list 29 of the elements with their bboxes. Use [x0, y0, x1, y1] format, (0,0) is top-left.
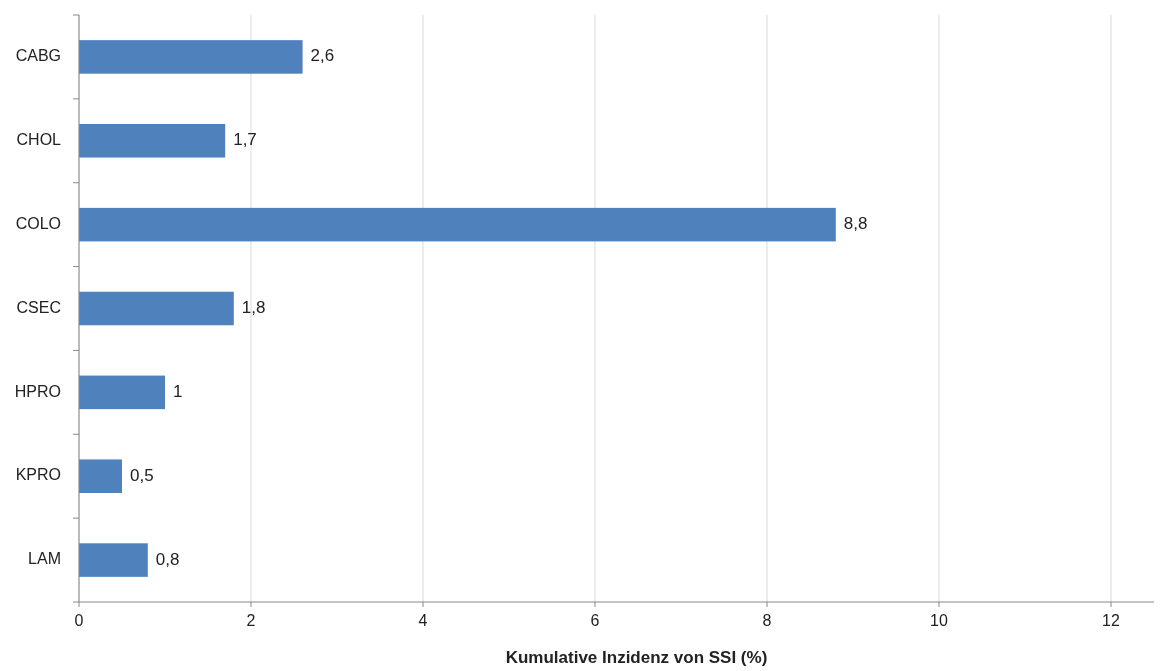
- data-label: 8,8: [843, 214, 868, 234]
- x-tick-label: 12: [1102, 612, 1120, 629]
- y-tick-label: CHOL: [16, 131, 62, 149]
- y-tick-label: COLO: [15, 214, 61, 232]
- bar: [79, 124, 226, 158]
- data-label: 1,7: [233, 130, 257, 150]
- bar: [79, 291, 234, 326]
- data-label: 0,8: [155, 549, 180, 569]
- y-tick-label: HPRO: [14, 382, 61, 400]
- data-label: 1,8: [241, 297, 266, 317]
- bar: [79, 543, 148, 577]
- x-axis-title: Kumulative Inzidenz von SSI (%): [505, 648, 768, 667]
- y-tick-label: KPRO: [15, 466, 61, 484]
- data-label: 2,6: [310, 46, 335, 66]
- x-tick-label: 6: [590, 612, 600, 629]
- y-tick-label: LAM: [28, 550, 61, 568]
- bar: [79, 375, 165, 410]
- y-tick-label: CSEC: [16, 298, 61, 316]
- data-label: 0,5: [130, 465, 154, 485]
- y-tick-label: CABG: [15, 47, 61, 65]
- x-tick-label: 10: [930, 612, 948, 629]
- bar: [79, 40, 303, 74]
- x-tick-label: 2: [246, 612, 256, 629]
- x-tick-label: 8: [762, 612, 772, 629]
- data-label: 1: [173, 381, 183, 401]
- x-tick-label: 0: [74, 612, 84, 629]
- bar: [79, 207, 836, 242]
- x-tick-label: 4: [418, 612, 428, 629]
- bar: [79, 459, 122, 493]
